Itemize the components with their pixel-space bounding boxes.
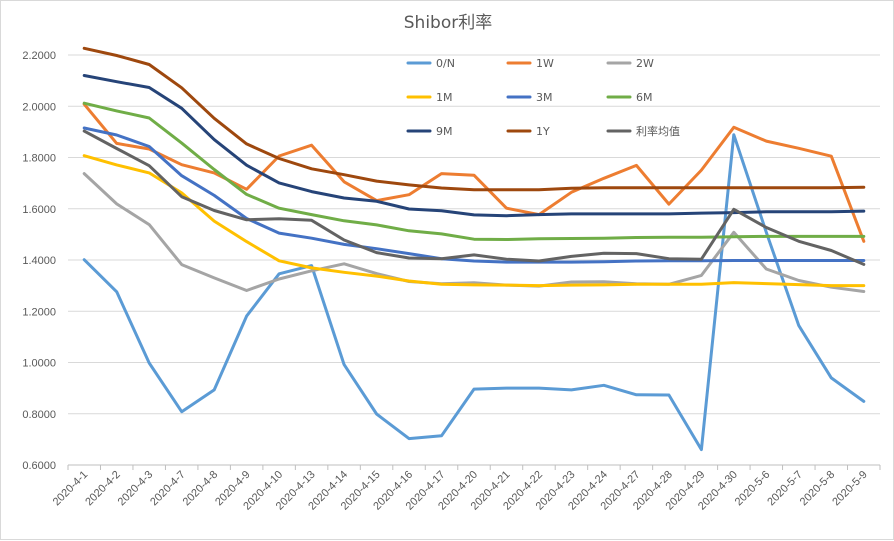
legend-label: 2W bbox=[636, 57, 654, 70]
y-tick-label: 1.8000 bbox=[22, 153, 56, 165]
legend-label: 3M bbox=[536, 91, 553, 104]
legend-entry: 1W bbox=[506, 57, 554, 70]
legend-entry: 1Y bbox=[506, 125, 550, 138]
legend-entry: 0/N bbox=[406, 57, 455, 70]
series-line-2 bbox=[82, 172, 866, 293]
series-line-3 bbox=[82, 154, 866, 288]
chart-title: Shibor利率 bbox=[404, 13, 492, 33]
legend-label: 1W bbox=[536, 57, 554, 70]
legend-label: 9M bbox=[436, 125, 453, 138]
y-axis-ticks: 0.6000 0.8000 1.0000 1.2000 1.4000 1.6000 1.80… bbox=[22, 50, 56, 472]
legend-entry: 利率均值 bbox=[606, 124, 680, 138]
legend-label: 1M bbox=[436, 91, 453, 104]
y-tick-label: 1.6000 bbox=[22, 204, 56, 216]
series-line-7 bbox=[82, 46, 866, 192]
legend-label: 6M bbox=[636, 91, 653, 104]
y-tick-label: 1.4000 bbox=[22, 255, 56, 267]
series-line-0 bbox=[82, 133, 866, 452]
legend-label: 利率均值 bbox=[636, 124, 680, 138]
legend: 0/N 1W 2W 1M 3M 6M 9M 1Y 利率均值 bbox=[406, 57, 680, 138]
series-line-5 bbox=[82, 101, 866, 241]
legend-entry: 3M bbox=[506, 91, 553, 104]
legend-label: 0/N bbox=[436, 57, 455, 70]
y-tick-label: 1.0000 bbox=[22, 358, 56, 370]
legend-entry: 2W bbox=[606, 57, 654, 70]
series-line-6 bbox=[82, 74, 866, 218]
legend-entry: 9M bbox=[406, 125, 453, 138]
series-line-1 bbox=[82, 102, 866, 243]
y-tick-label: 2.0000 bbox=[22, 101, 56, 113]
series-lines bbox=[82, 46, 866, 452]
legend-entry: 1M bbox=[406, 91, 453, 104]
y-tick-label: 0.8000 bbox=[22, 409, 56, 421]
legend-entry: 6M bbox=[606, 91, 653, 104]
x-axis-ticks: 2020-4-12020-4-22020-4-32020-4-72020-4-8… bbox=[51, 465, 881, 513]
series-line-8 bbox=[82, 129, 866, 266]
series-line-4 bbox=[82, 126, 866, 264]
legend-label: 1Y bbox=[536, 125, 550, 138]
x-tick-label: 2020-5-9 bbox=[830, 469, 870, 509]
y-tick-label: 2.2000 bbox=[22, 50, 56, 62]
y-tick-label: 1.2000 bbox=[22, 306, 56, 318]
y-tick-label: 0.6000 bbox=[22, 460, 56, 472]
